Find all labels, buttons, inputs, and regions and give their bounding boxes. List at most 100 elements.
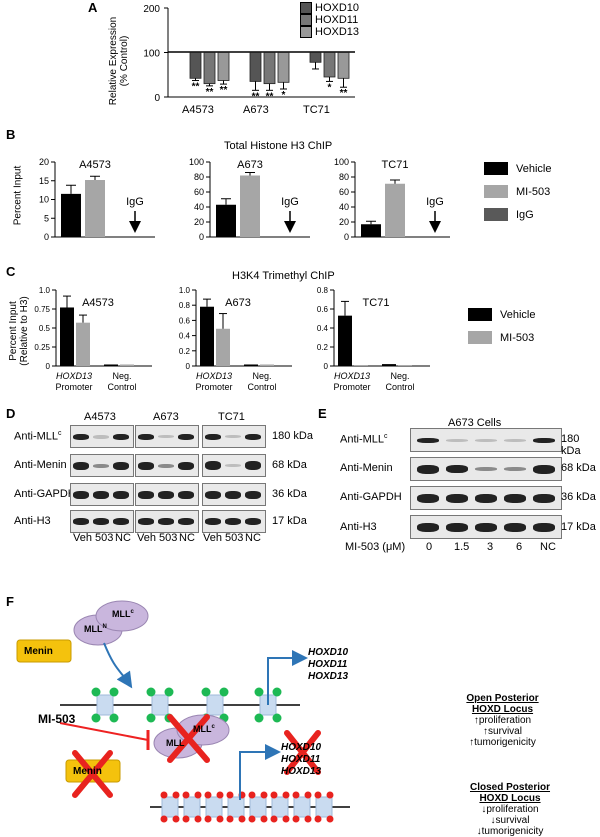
methyl-mark-6-1 (304, 791, 312, 799)
xlabel-c-control-A4573: Control (107, 382, 136, 392)
transcription-arrow-open (267, 650, 308, 705)
blot-band (475, 467, 497, 471)
legend-swatch-vehicle-c (468, 308, 492, 321)
blot-band (475, 522, 497, 532)
panel-f-diagram (16, 600, 350, 823)
panel-d-cell-a4573: A4573 (84, 411, 116, 423)
blot-e-2 (410, 486, 562, 510)
panel-e-kda-17: 17 kDa (561, 521, 596, 533)
genes-open: HOXD10 HOXD11 HOXD13 (308, 647, 348, 683)
panel-c-ylabel-line2: (Relative to H3) (19, 296, 30, 366)
legend-igg-b: IgG (516, 208, 534, 221)
blot-band (113, 433, 129, 440)
panel-d-row-menin: Anti-Menin (14, 459, 67, 471)
blot-band (533, 522, 555, 532)
legend-mi503-b: MI-503 (516, 185, 551, 198)
tick-label-c-A4573-0.5: 0.5 (39, 324, 51, 333)
methyl-mark-1-0 (182, 791, 190, 799)
nucleosome-closed-5 (271, 796, 289, 818)
bar-a-HOXD10-TC71 (309, 52, 322, 63)
blot-e-3 (410, 515, 562, 539)
blot-d-2-2 (202, 483, 266, 506)
blot-band (245, 490, 261, 499)
methyl-mark-1-3 (194, 815, 202, 823)
nucleosome-closed-4 (249, 796, 267, 818)
panel-a-ylabel: Relative Expression (% Control) (108, 16, 130, 106)
methyl-mark-2-1 (216, 791, 224, 799)
tick-label-b-TC71-20: 20 (339, 217, 349, 227)
lane-nc-3: NC (245, 532, 261, 544)
blot-band (475, 438, 497, 442)
tick-label-c-TC71-0: 0 (324, 362, 329, 371)
methyl-mark-5-0 (270, 791, 278, 799)
tick-label-c-A673-0.2: 0.2 (179, 347, 191, 356)
blot-d-2-0 (70, 483, 134, 506)
methyl-mark-6-3 (304, 815, 312, 823)
tick-label-b-A673-60: 60 (194, 187, 204, 197)
panel-c-ylabel-line1: Percent Input (8, 301, 19, 361)
dose-6: 6 (516, 541, 523, 553)
up-arrow-icon: ↑ (473, 715, 479, 726)
tick-label-c-A673-0.4: 0.4 (179, 332, 191, 341)
tick-label-b-TC71-60: 60 (339, 187, 349, 197)
panel-e-label: E (318, 406, 327, 421)
transcription-arrow-closed (239, 744, 281, 800)
blot-band (417, 464, 439, 474)
panel-d-kda-17: 17 kDa (272, 515, 307, 527)
panel-b-charts: 20 15 10 5 0 A4573 IgG 100 80 60 40 20 0 A673 IgG 100 80… (39, 157, 450, 242)
bar-c-MI-503-A4573-1 (120, 364, 134, 366)
blot-band (158, 463, 174, 468)
methyl-mark-0-3 (172, 815, 180, 823)
legend-vehicle-c: Vehicle (500, 308, 536, 321)
legend-hoxd11: HOXD11 (315, 14, 359, 26)
bar-a-HOXD11-A673 (263, 52, 276, 85)
lane-nc-2: NC (179, 532, 195, 544)
mlln-label-open: MLLN (84, 624, 107, 634)
bar-c-MI-503-A673-1 (260, 364, 274, 366)
xlabel-c-neg-TC71: Neg. (390, 371, 409, 381)
blot-e-1 (410, 457, 562, 481)
lane-503-3: 503 (225, 532, 244, 544)
closed-locus-summary: Closed Posterior HOXD Locus ↓proliferati… (460, 782, 560, 837)
blot-d-3-0 (70, 510, 134, 533)
star-a-HOXD10-A4573: ** (192, 82, 200, 93)
methyl-mark-3-0 (226, 791, 234, 799)
blot-band (245, 518, 261, 525)
blot-band (178, 518, 194, 525)
panel-b-legend: Vehicle MI-503 IgG (484, 162, 551, 231)
igg-label-A673: IgG (281, 196, 299, 208)
blot-band (73, 433, 89, 440)
acetyl-mark-0-2 (91, 713, 101, 723)
dose-3: 3 (487, 541, 494, 553)
panel-a-ylabel-line1: Relative Expression (108, 16, 119, 106)
panel-d-kda-36: 36 kDa (272, 488, 307, 500)
blot-band (245, 433, 261, 440)
star-a-HOXD11-A4573: ** (206, 87, 214, 98)
blot-band (504, 467, 526, 471)
tick-label-b-A673-20: 20 (194, 217, 204, 227)
blot-d-1-0 (70, 454, 134, 477)
lane-veh-1: Veh (73, 532, 92, 544)
methyl-mark-1-1 (194, 791, 202, 799)
legend-swatch-mi503-c (468, 331, 492, 344)
tick-label-a-0: 0 (154, 93, 160, 104)
methyl-mark-2-3 (216, 815, 224, 823)
lane-veh-2: Veh (137, 532, 156, 544)
panel-d-cell-a673: A673 (153, 411, 179, 423)
tick-label-b-A673-80: 80 (194, 172, 204, 182)
panel-d-cell-tc71: TC71 (218, 411, 245, 423)
bar-a-HOXD13-A673 (277, 52, 290, 83)
methyl-mark-3-3 (238, 815, 246, 823)
blot-band (504, 522, 526, 532)
acetyl-mark-1-0 (146, 687, 156, 697)
inhibitor-label: MI-503 (38, 712, 76, 726)
blot-band (225, 435, 241, 438)
gene-hoxd10-closed: HOXD10 (281, 742, 322, 753)
mllc-label-closed: MLLc (193, 724, 215, 734)
dose-1-5: 1.5 (454, 541, 470, 553)
gene-hoxd11-open: HOXD11 (308, 659, 348, 670)
panel-e-dose-label: MI-503 (μM) (345, 541, 406, 553)
panel-c-ylabel: Percent Input (Relative to H3) (6, 290, 32, 370)
blot-band (93, 518, 109, 525)
